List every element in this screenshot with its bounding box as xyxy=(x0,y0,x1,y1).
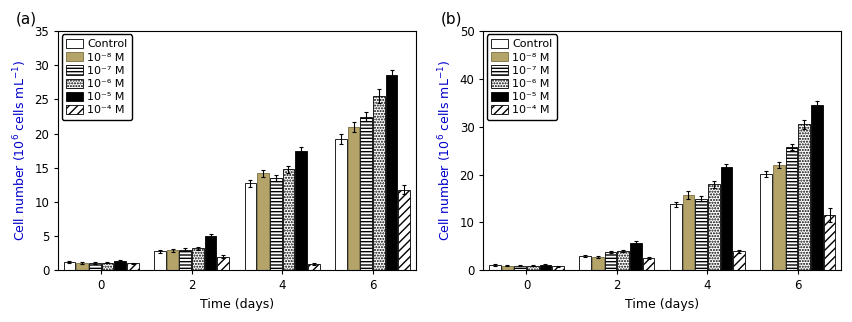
Bar xyxy=(630,242,642,270)
Bar xyxy=(579,256,591,270)
Bar xyxy=(360,117,372,270)
Bar xyxy=(257,173,269,270)
Bar xyxy=(605,252,617,270)
Bar xyxy=(811,105,823,270)
Bar xyxy=(64,262,75,270)
Bar xyxy=(89,263,101,270)
Bar xyxy=(695,199,707,270)
Bar xyxy=(539,265,551,270)
Bar xyxy=(515,266,526,270)
Bar xyxy=(399,190,410,270)
Bar xyxy=(308,264,320,270)
Bar xyxy=(296,151,307,270)
Bar xyxy=(101,263,113,270)
Bar xyxy=(642,258,654,270)
Bar xyxy=(127,263,139,270)
Bar xyxy=(154,251,166,270)
Bar xyxy=(734,251,745,270)
Bar xyxy=(77,263,88,270)
Bar xyxy=(193,249,204,270)
Bar xyxy=(386,75,397,270)
Legend: Control, 10⁻⁸ M, 10⁻⁷ M, 10⁻⁶ M, 10⁻⁵ M, 10⁻⁴ M: Control, 10⁻⁸ M, 10⁻⁷ M, 10⁻⁶ M, 10⁻⁵ M,… xyxy=(61,34,132,120)
Bar xyxy=(798,124,810,270)
Bar xyxy=(114,261,126,270)
Bar xyxy=(721,167,732,270)
Bar xyxy=(489,265,501,270)
Bar xyxy=(180,250,191,270)
Bar xyxy=(761,174,772,270)
Bar xyxy=(592,257,604,270)
Bar xyxy=(708,184,720,270)
Y-axis label: Cell number ($10^6$ cells mL$^{-1}$): Cell number ($10^6$ cells mL$^{-1}$) xyxy=(11,60,29,241)
Bar xyxy=(773,165,785,270)
Bar xyxy=(270,178,282,270)
Bar xyxy=(618,251,629,270)
Bar xyxy=(348,127,360,270)
Bar xyxy=(217,257,229,270)
Bar xyxy=(245,184,256,270)
Bar xyxy=(502,266,513,270)
X-axis label: Time (days): Time (days) xyxy=(200,298,274,311)
Bar xyxy=(283,169,294,270)
Bar xyxy=(670,204,682,270)
Text: (b): (b) xyxy=(440,11,462,26)
Bar xyxy=(682,195,694,270)
Bar xyxy=(204,236,216,270)
Bar xyxy=(786,147,797,270)
Bar xyxy=(527,266,538,270)
Y-axis label: Cell number ($10^6$ cells mL$^{-1}$): Cell number ($10^6$ cells mL$^{-1}$) xyxy=(436,60,454,241)
X-axis label: Time (days): Time (days) xyxy=(625,298,699,311)
Bar xyxy=(335,139,347,270)
Bar xyxy=(552,267,564,270)
Bar xyxy=(373,96,385,270)
Bar xyxy=(167,251,178,270)
Legend: Control, 10⁻⁸ M, 10⁻⁷ M, 10⁻⁶ M, 10⁻⁵ M, 10⁻⁴ M: Control, 10⁻⁸ M, 10⁻⁷ M, 10⁻⁶ M, 10⁻⁵ M,… xyxy=(486,34,557,120)
Bar xyxy=(824,215,836,270)
Text: (a): (a) xyxy=(15,11,37,26)
